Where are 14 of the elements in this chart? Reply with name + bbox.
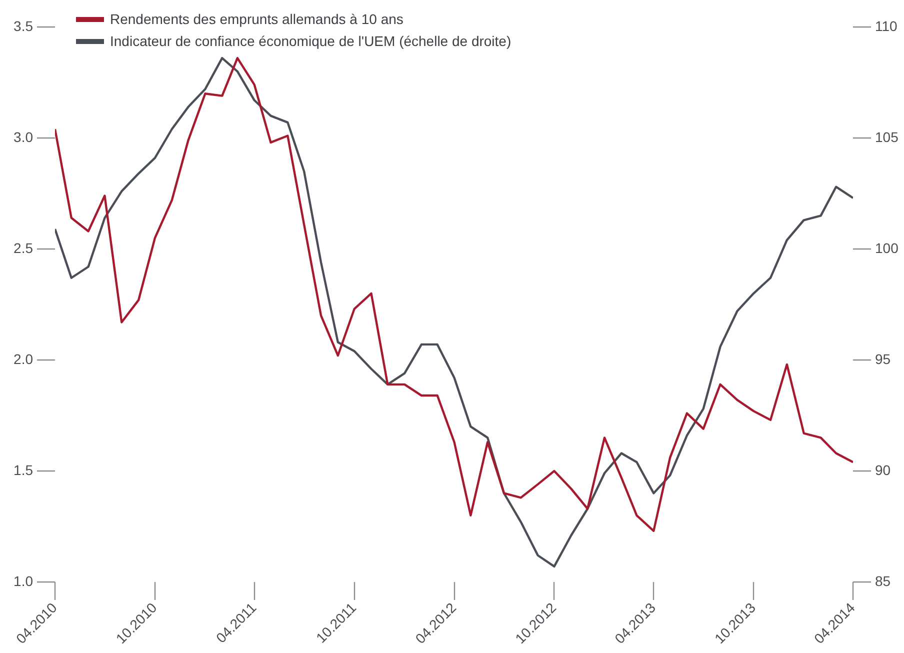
y-tick-label: 1.0: [14, 572, 34, 589]
y-tick-label: 2.0: [14, 350, 34, 367]
y-tick-label: 2.5: [14, 240, 34, 256]
y2-tick-label: 105: [875, 128, 899, 145]
y2-tick-label: 95: [875, 350, 891, 367]
legend-label: Indicateur de confiance économique de l'UEM (échelle de droite): [110, 33, 512, 49]
y2-tick-label: 100: [875, 240, 899, 256]
y2-tick-label: 110: [875, 18, 898, 34]
y-tick-label: 1.5: [14, 462, 34, 478]
y2-tick-label: 85: [875, 572, 891, 589]
y2-tick-label: 90: [875, 462, 891, 478]
legend-label: Rendements des emprunts allemands à 10 ans: [110, 11, 404, 27]
y-tick-label: 3.5: [14, 18, 34, 34]
y-tick-label: 3.0: [14, 128, 34, 145]
